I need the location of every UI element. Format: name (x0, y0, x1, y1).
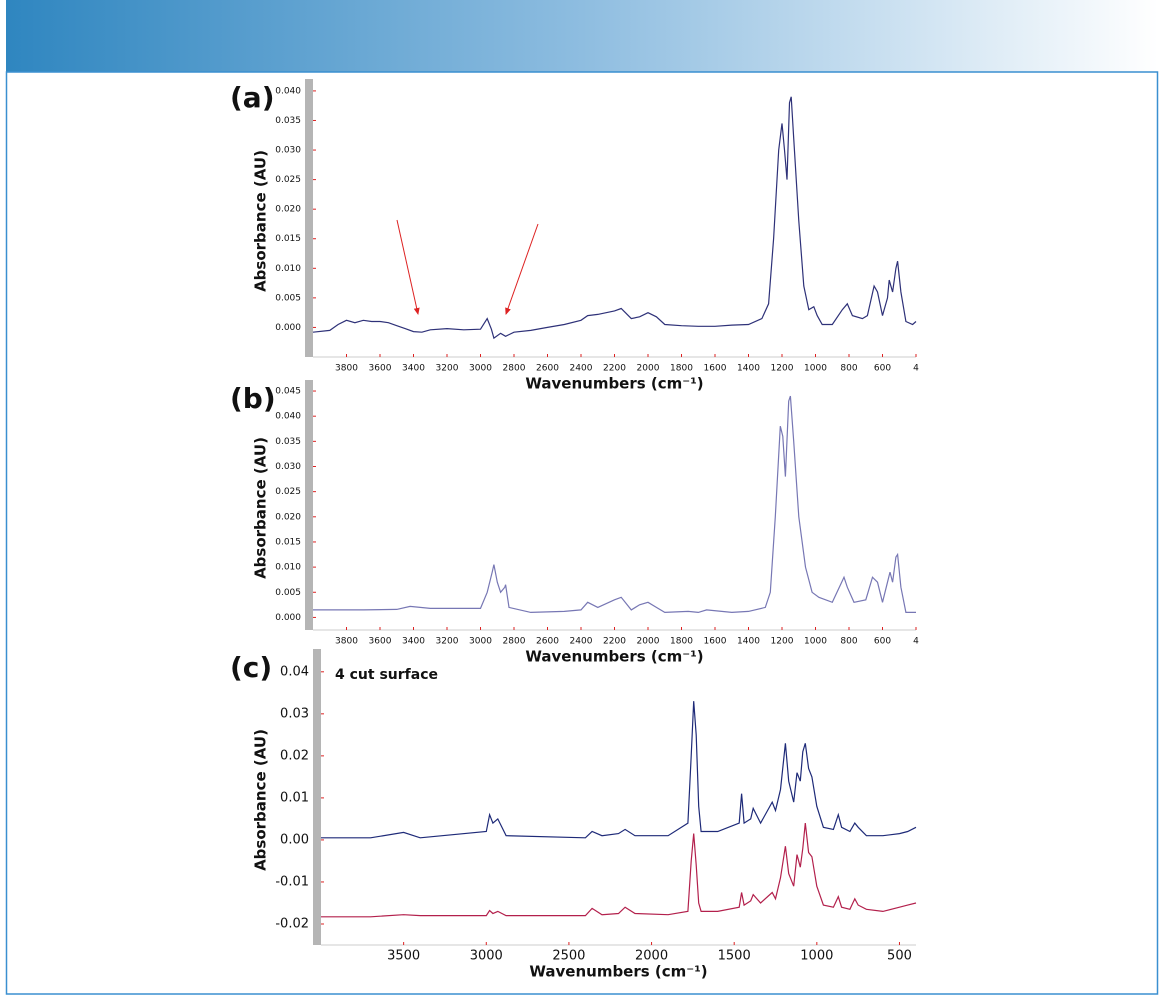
panel-label: (a) (230, 81, 275, 114)
x-tick-label: 3000 (470, 949, 503, 964)
y-axis-title: Absorbance (AU) (252, 150, 270, 292)
x-tick-label: 4 (913, 637, 919, 647)
y-tick-label: 0.020 (275, 512, 301, 522)
y-tick-label: 0.02 (280, 748, 309, 763)
x-tick-label: 2000 (637, 637, 660, 647)
y-axis-title: Absorbance (AU) (252, 729, 270, 871)
x-tick-label: 3800 (335, 364, 358, 374)
y-tick-label: 0.01 (280, 790, 309, 805)
x-tick-label: 2800 (503, 637, 526, 647)
spectrum-line (321, 701, 917, 839)
x-tick-label: 2400 (570, 364, 593, 374)
x-tick-label: 3600 (369, 637, 392, 647)
y-axis-title: Absorbance (AU) (252, 437, 270, 579)
spectrum-line (312, 96, 917, 340)
x-tick-label: 3200 (436, 364, 459, 374)
x-tick-label: 2600 (536, 637, 559, 647)
x-tick-label: 3400 (402, 637, 425, 647)
y-tick-label: 0.005 (275, 588, 301, 598)
x-axis-title: Wavenumbers (cm⁻¹) (525, 375, 703, 393)
y-tick-label: -0.01 (275, 874, 309, 889)
arrow (396, 219, 420, 315)
axis-bar (313, 649, 321, 945)
x-tick-label: 500 (887, 949, 912, 964)
x-tick-label: 2000 (637, 364, 660, 374)
x-tick-label: 2500 (552, 949, 585, 964)
axis-bar (305, 380, 313, 630)
x-axis-title: Wavenumbers (cm⁻¹) (529, 963, 707, 981)
x-tick-label: 1600 (704, 637, 727, 647)
x-tick-label: 1000 (800, 949, 833, 964)
y-tick-label: 0.040 (275, 86, 301, 96)
x-tick-label: 2200 (603, 364, 626, 374)
y-tick-label: 0.035 (275, 116, 301, 126)
spectrum-line (313, 395, 916, 614)
x-tick-label: 1500 (718, 949, 751, 964)
y-tick-label: 0.030 (275, 462, 301, 472)
x-tick-label: 1200 (771, 364, 794, 374)
y-tick-label: 0.025 (275, 487, 301, 497)
x-tick-label: 2000 (635, 949, 668, 964)
y-tick-label: -0.02 (275, 916, 309, 931)
x-tick-label: 1000 (804, 364, 827, 374)
spectrum-line (321, 823, 917, 918)
panel-label: (c) (230, 651, 272, 684)
axis-bar (305, 79, 313, 357)
x-tick-label: 1800 (670, 637, 693, 647)
frame (5, 71, 1159, 995)
y-tick-label: 0.015 (275, 234, 301, 244)
y-tick-label: 0.010 (275, 264, 301, 274)
x-tick-label: 1600 (704, 364, 727, 374)
x-tick-label: 3500 (387, 949, 420, 964)
x-tick-label: 2400 (570, 637, 593, 647)
annotation: 4 cut surface (335, 667, 438, 683)
y-tick-label: 0.00 (280, 832, 309, 847)
x-tick-label: 1000 (804, 637, 827, 647)
x-tick-label: 3200 (436, 637, 459, 647)
x-tick-label: 3000 (469, 637, 492, 647)
y-tick-label: 0.025 (275, 175, 301, 185)
y-tick-label: 0.000 (275, 323, 301, 333)
panel-label: (b) (230, 382, 276, 415)
y-tick-label: 0.035 (275, 437, 301, 447)
y-tick-label: 0.000 (275, 613, 301, 623)
header-band (6, 0, 1158, 72)
y-tick-label: 0.03 (280, 706, 309, 721)
x-tick-label: 3000 (469, 364, 492, 374)
x-tick-label: 1400 (737, 637, 760, 647)
x-tick-label: 2200 (603, 637, 626, 647)
x-tick-label: 600 (874, 364, 891, 374)
x-tick-label: 1200 (771, 637, 794, 647)
x-tick-label: 3600 (369, 364, 392, 374)
x-tick-label: 600 (874, 637, 891, 647)
y-tick-label: 0.04 (280, 664, 309, 679)
y-tick-label: 0.010 (275, 563, 301, 573)
y-tick-label: 0.040 (275, 412, 301, 422)
x-tick-label: 4 (913, 364, 919, 374)
x-tick-label: 800 (840, 364, 857, 374)
x-axis-title: Wavenumbers (cm⁻¹) (525, 648, 703, 666)
y-tick-label: 0.030 (275, 146, 301, 156)
x-tick-label: 3800 (335, 637, 358, 647)
y-tick-label: 0.020 (275, 205, 301, 215)
arrow (505, 223, 539, 315)
x-tick-label: 2600 (536, 364, 559, 374)
x-tick-label: 800 (840, 637, 857, 647)
x-tick-label: 2800 (503, 364, 526, 374)
x-tick-label: 1400 (737, 364, 760, 374)
y-tick-label: 0.005 (275, 293, 301, 303)
x-tick-label: 1800 (670, 364, 693, 374)
y-tick-label: 0.045 (275, 387, 301, 397)
y-tick-label: 0.015 (275, 537, 301, 547)
x-tick-label: 3400 (402, 364, 425, 374)
